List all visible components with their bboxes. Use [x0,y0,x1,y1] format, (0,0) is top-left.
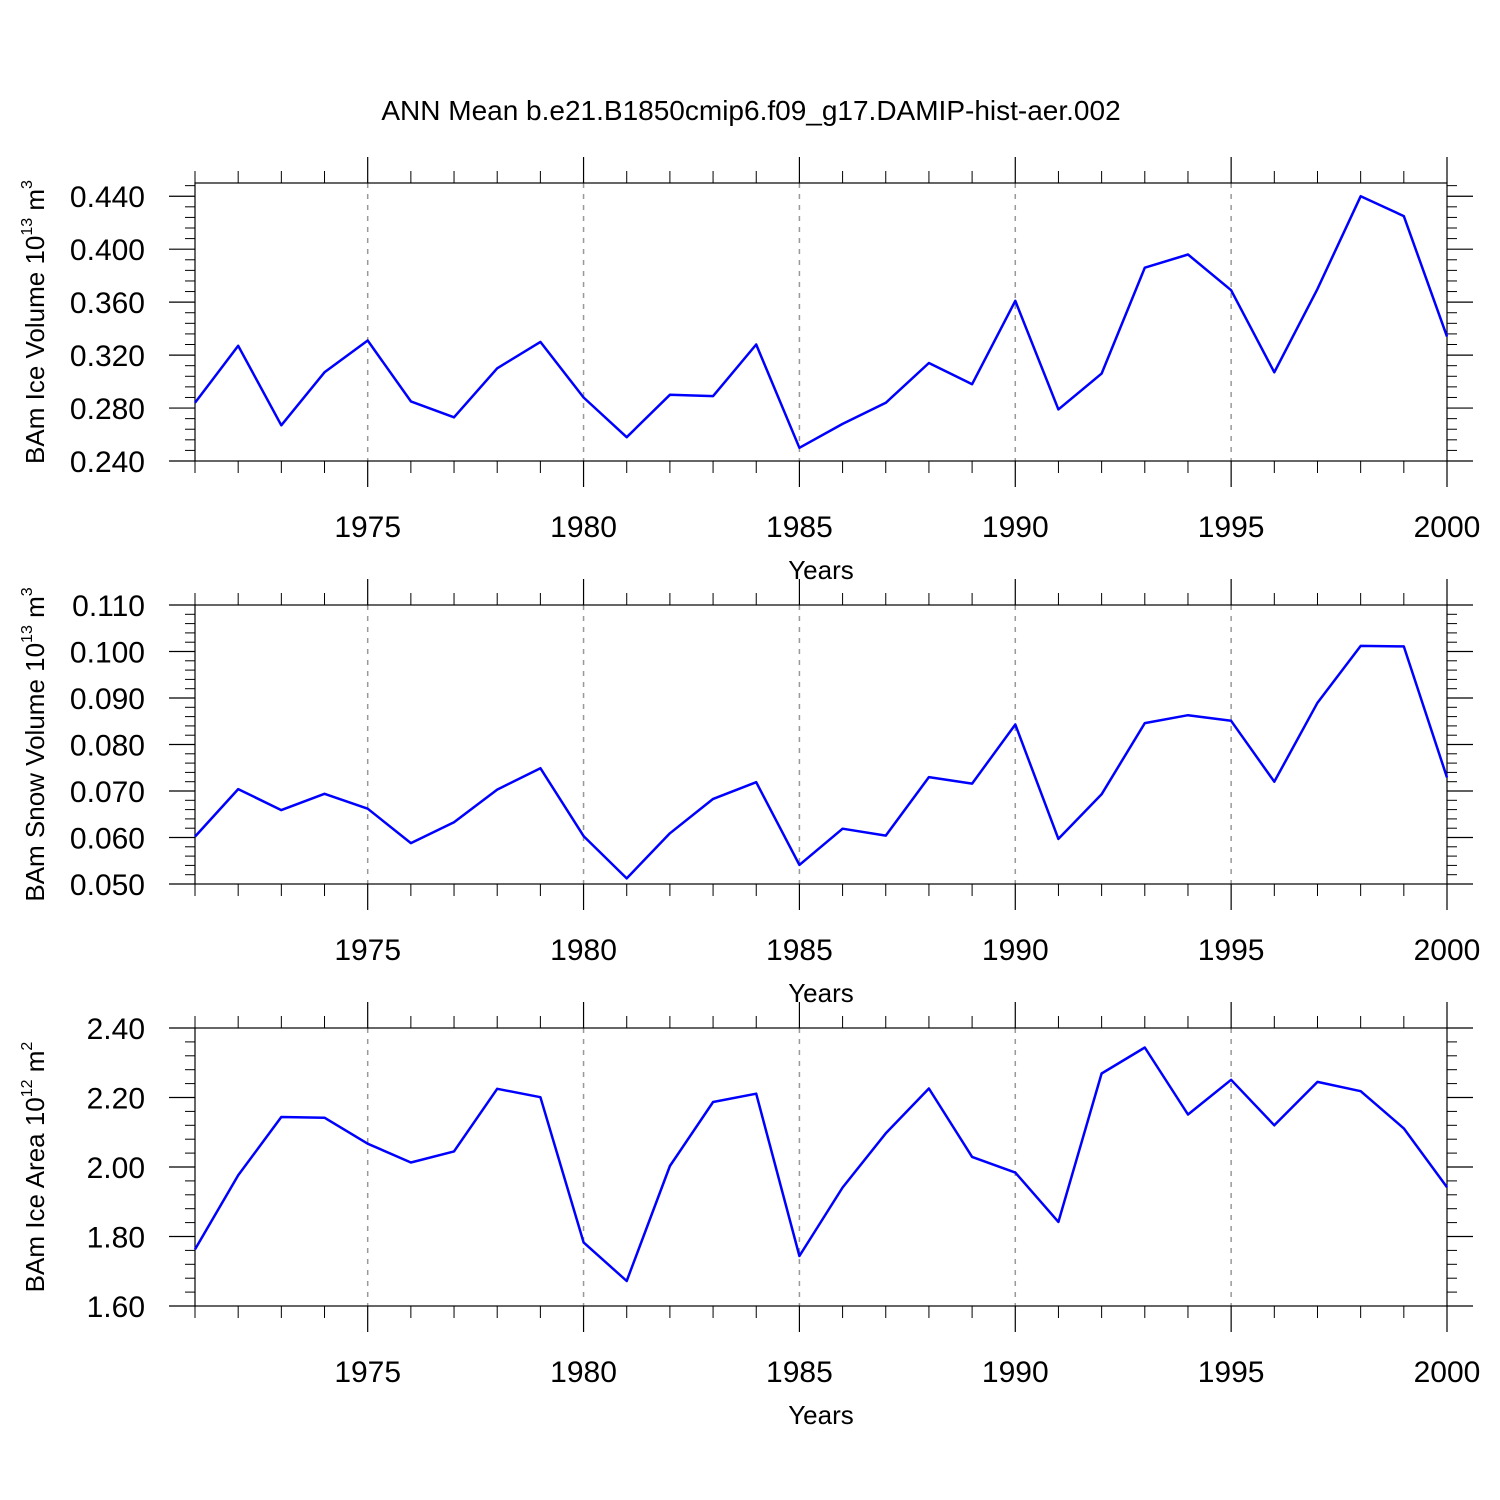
y-tick-label: 0.360 [70,287,145,320]
y-tick-label: 0.440 [70,181,145,214]
y-tick-label: 0.090 [70,683,145,716]
x-tick-label: 1980 [550,934,617,967]
y-tick-label: 2.00 [87,1152,145,1185]
y-tick-label: 0.100 [70,637,145,670]
plot-frame [194,604,1448,885]
y-tick-label: 0.110 [72,590,145,623]
y-tick-label: 1.60 [87,1291,145,1324]
series-line [193,1046,1449,1283]
x-tick-label: 1995 [1198,511,1265,544]
y-tick-label: 0.400 [70,234,145,267]
y-tick-label: 2.40 [87,1013,145,1046]
y-tick-label: 0.060 [70,823,145,856]
series-line [194,194,1449,450]
x-tick-label: 1980 [550,1356,617,1389]
x-tick-label: 1990 [982,511,1049,544]
y-axis-label: BAm Snow Volume 1013 m3 [19,587,50,901]
x-tick-label: 1985 [766,1356,833,1389]
x-tick-label: 1990 [982,934,1049,967]
y-tick-label: 0.280 [70,393,145,426]
x-axis-label: Years [788,555,854,585]
x-tick-label: 1985 [766,511,833,544]
plot-frame [194,182,1448,462]
y-axis-label: BAm Ice Area 1012 m2 [19,1042,50,1293]
x-tick-label: 1975 [334,511,401,544]
x-tick-label: 2000 [1414,1356,1481,1389]
y-tick-label: 0.070 [70,776,145,809]
x-tick-label: 2000 [1414,511,1481,544]
x-tick-label: 1995 [1198,934,1265,967]
panel-3: 1975 1980 1985 1990 1995 2000 1.60 1.80 2.00 2.20… [19,1002,1480,1430]
y-tick-label: 1.80 [87,1222,145,1255]
y-tick-label: 0.240 [70,446,145,479]
x-tick-label: 1980 [550,511,617,544]
series-line [194,644,1449,880]
y-tick-label: 2.20 [87,1083,145,1116]
y-tick-label: 0.080 [70,730,145,763]
x-tick-label: 1985 [766,934,833,967]
plot-frame [194,1027,1448,1307]
x-axis-label: Years [788,978,854,1008]
y-tick-label: 0.050 [70,869,145,902]
x-axis-label: Years [788,1400,854,1430]
y-axis-label: BAm Ice Volume 1013 m3 [19,180,50,464]
x-tick-label: 1975 [334,1356,401,1389]
x-tick-label: 1990 [982,1356,1049,1389]
y-tick-label: 0.320 [70,340,145,373]
x-tick-label: 2000 [1414,934,1481,967]
chart-title: ANN Mean b.e21.B1850cmip6.f09_g17.DAMIP-… [381,95,1120,126]
panel-2: 1975 1980 1985 1990 1995 2000 0.050 0.060 0.070 0… [19,579,1480,1008]
x-tick-label: 1995 [1198,1356,1265,1389]
x-tick-label: 1975 [334,934,401,967]
panel-1: 1975 1980 1985 1990 1995 2000 0.240 0.280 0.320 0… [19,157,1480,585]
